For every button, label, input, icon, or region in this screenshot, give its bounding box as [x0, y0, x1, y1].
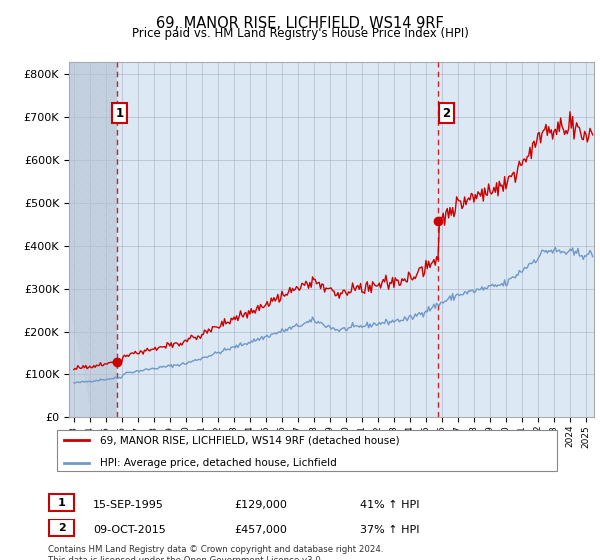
Text: 69, MANOR RISE, LICHFIELD, WS14 9RF (detached house): 69, MANOR RISE, LICHFIELD, WS14 9RF (det… [100, 435, 399, 445]
FancyBboxPatch shape [56, 430, 557, 471]
Text: 69, MANOR RISE, LICHFIELD, WS14 9RF: 69, MANOR RISE, LICHFIELD, WS14 9RF [156, 16, 444, 31]
Text: 41% ↑ HPI: 41% ↑ HPI [360, 500, 419, 510]
Bar [69, 62, 117, 417]
Text: 15-SEP-1995: 15-SEP-1995 [93, 500, 164, 510]
Text: 2: 2 [58, 523, 65, 533]
Text: Contains HM Land Registry data © Crown copyright and database right 2024.
This d: Contains HM Land Registry data © Crown c… [48, 545, 383, 560]
Text: 1: 1 [58, 498, 65, 507]
Text: HPI: Average price, detached house, Lichfield: HPI: Average price, detached house, Lich… [100, 458, 337, 468]
Text: Price paid vs. HM Land Registry's House Price Index (HPI): Price paid vs. HM Land Registry's House … [131, 27, 469, 40]
Text: 37% ↑ HPI: 37% ↑ HPI [360, 525, 419, 535]
FancyBboxPatch shape [49, 520, 74, 536]
Text: 1: 1 [116, 106, 124, 119]
Text: 2: 2 [442, 106, 451, 119]
FancyBboxPatch shape [49, 494, 74, 511]
Text: £457,000: £457,000 [234, 525, 287, 535]
Text: £129,000: £129,000 [234, 500, 287, 510]
Text: 09-OCT-2015: 09-OCT-2015 [93, 525, 166, 535]
